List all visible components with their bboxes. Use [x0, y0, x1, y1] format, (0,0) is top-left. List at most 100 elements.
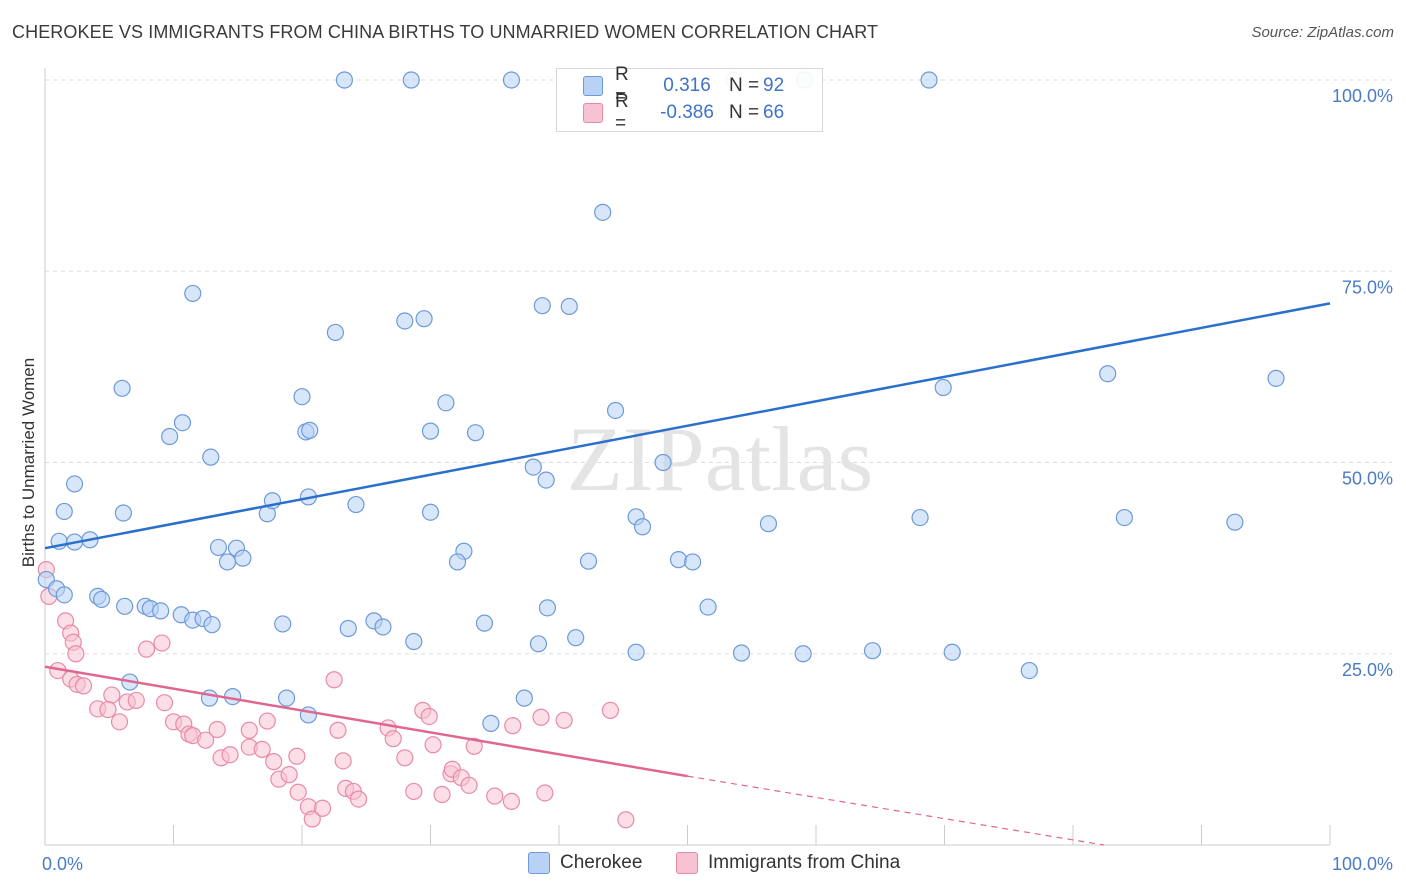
data-point-cherokee	[863, 642, 882, 660]
data-point-cherokee	[55, 502, 73, 521]
y-tick-label: 100.0%	[1332, 86, 1393, 106]
data-point-cherokee	[482, 714, 500, 732]
data-point-china	[253, 740, 271, 758]
china-swatch	[676, 852, 698, 874]
data-point-china	[289, 783, 307, 801]
data-point-cherokee	[669, 551, 688, 569]
data-point-china	[601, 701, 620, 719]
data-point-china	[329, 721, 347, 739]
y-axis-label: Births to Unmarried Women	[19, 358, 38, 567]
data-point-cherokee	[466, 424, 485, 442]
data-point-cherokee	[92, 590, 111, 609]
data-point-china	[555, 711, 573, 729]
data-point-china	[280, 766, 298, 784]
data-point-cherokee	[448, 553, 467, 571]
data-point-cherokee	[1020, 661, 1038, 680]
legend-item-cherokee: Cherokee	[528, 852, 642, 874]
y-tick-label: 75.0%	[1342, 277, 1393, 297]
data-point-china	[110, 713, 129, 731]
data-point-china	[258, 712, 276, 730]
legend-label-cherokee: Cherokee	[560, 852, 643, 873]
data-point-china	[334, 752, 352, 770]
legend-item-china: Immigrants from China	[676, 852, 900, 874]
china-swatch	[583, 103, 603, 123]
data-point-china	[424, 736, 442, 754]
data-point-china	[617, 811, 635, 829]
data-point-cherokee	[1115, 508, 1134, 527]
data-point-cherokee	[654, 453, 672, 472]
data-point-china	[153, 634, 171, 652]
data-point-cherokee	[943, 643, 961, 661]
n-label: N =	[729, 102, 760, 123]
data-point-cherokee	[339, 619, 357, 638]
n-value-cherokee: 92	[763, 75, 785, 96]
data-point-cherokee	[759, 515, 778, 533]
axes	[44, 68, 1331, 846]
data-point-cherokee	[113, 379, 131, 397]
data-point-cherokee	[293, 388, 311, 406]
data-point-china	[502, 792, 521, 810]
data-point-cherokee	[437, 394, 455, 412]
data-point-cherokee	[203, 616, 221, 634]
y-tick-label: 50.0%	[1342, 469, 1393, 489]
data-point-cherokee	[173, 414, 192, 432]
data-point-cherokee	[374, 618, 392, 636]
trendline-china	[44, 665, 688, 778]
data-point-cherokee	[184, 284, 202, 303]
data-point-cherokee	[684, 553, 702, 571]
x-tick-label: 100.0%	[1332, 854, 1393, 874]
data-point-cherokee	[537, 471, 555, 489]
data-point-cherokee	[396, 312, 414, 330]
data-point-cherokee	[699, 598, 717, 616]
data-point-cherokee	[475, 614, 494, 632]
data-point-cherokee	[65, 475, 84, 493]
data-point-china	[504, 717, 522, 735]
watermark: ZIPatlas	[567, 408, 874, 510]
data-point-cherokee	[116, 597, 134, 615]
data-point-cherokee	[405, 632, 423, 651]
source-note: Source: ZipAtlas.com	[1251, 24, 1394, 41]
data-point-china	[536, 784, 554, 802]
data-point-cherokee	[606, 401, 625, 420]
data-point-cherokee	[567, 629, 585, 647]
data-point-china	[67, 645, 85, 663]
trendline-china-extension	[687, 775, 1104, 846]
data-point-cherokee	[114, 504, 132, 522]
data-point-cherokee	[920, 71, 938, 89]
data-point-cherokee	[301, 421, 319, 439]
data-point-cherokee	[594, 203, 612, 221]
data-point-china	[288, 747, 306, 765]
data-point-china	[420, 707, 438, 726]
data-point-cherokee	[55, 586, 73, 604]
series-china-points	[37, 560, 635, 829]
data-point-china	[396, 749, 414, 767]
r-label: R =	[615, 64, 629, 107]
data-point-cherokee	[202, 448, 220, 466]
data-point-china	[99, 700, 117, 719]
legend-row-cherokee: R = 0.316 N = 92	[583, 64, 785, 107]
data-point-china	[265, 753, 283, 771]
data-point-china	[221, 746, 239, 764]
data-point-cherokee	[335, 71, 354, 89]
data-point-china	[313, 799, 332, 817]
data-point-china	[240, 721, 258, 739]
data-point-cherokee	[794, 645, 812, 663]
data-point-china	[486, 787, 504, 805]
data-point-cherokee	[277, 689, 296, 707]
tick-labels: 25.0% 50.0% 75.0% 100.0% 0.0% 100.0% Births to…	[19, 86, 1393, 874]
data-point-cherokee	[415, 310, 433, 328]
data-point-cherokee	[152, 602, 170, 620]
grid-lines	[45, 79, 1392, 655]
legend-row-china: R = -0.386 N = 66	[583, 91, 784, 134]
r-value-cherokee: 0.316	[663, 75, 711, 96]
r-value-china: -0.386	[660, 102, 714, 123]
data-point-china	[465, 737, 483, 755]
trendline-cherokee	[44, 302, 1331, 550]
data-point-cherokee	[326, 323, 345, 342]
data-point-china	[349, 790, 368, 808]
data-point-cherokee	[529, 635, 548, 653]
data-point-cherokee	[161, 427, 179, 446]
cherokee-swatch	[583, 76, 603, 96]
legend-label-china: Immigrants from China	[708, 852, 901, 873]
